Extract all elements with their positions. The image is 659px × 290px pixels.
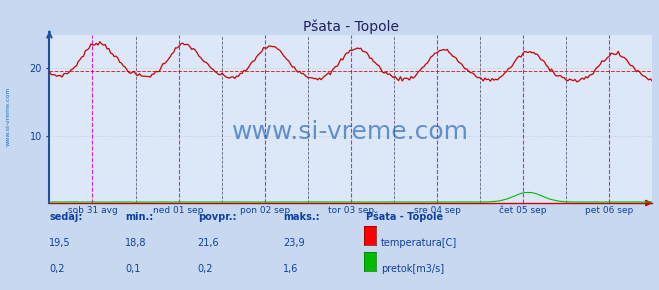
Text: povpr.:: povpr.: [198, 212, 236, 222]
Text: sedaj:: sedaj: [49, 212, 83, 222]
Text: 0,2: 0,2 [49, 264, 65, 274]
Text: pretok[m3/s]: pretok[m3/s] [381, 264, 444, 274]
Text: 21,6: 21,6 [198, 238, 219, 248]
Text: Pšata - Topole: Pšata - Topole [366, 212, 443, 222]
Text: 19,5: 19,5 [49, 238, 71, 248]
Text: 0,2: 0,2 [198, 264, 214, 274]
Title: Pšata - Topole: Pšata - Topole [303, 19, 399, 34]
Text: www.si-vreme.com: www.si-vreme.com [233, 120, 469, 144]
Text: min.:: min.: [125, 212, 154, 222]
Text: 0,1: 0,1 [125, 264, 140, 274]
Text: 18,8: 18,8 [125, 238, 147, 248]
Text: maks.:: maks.: [283, 212, 320, 222]
Text: 23,9: 23,9 [283, 238, 305, 248]
Text: temperatura[C]: temperatura[C] [381, 238, 457, 248]
Text: www.si-vreme.com: www.si-vreme.com [5, 86, 11, 146]
Text: 1,6: 1,6 [283, 264, 299, 274]
